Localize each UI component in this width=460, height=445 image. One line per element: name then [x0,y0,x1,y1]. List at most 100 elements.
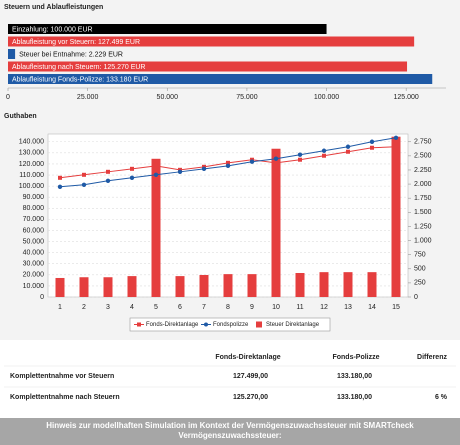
y-tick-label: 30.000 [23,261,45,268]
footer-note: Hinweis zur modellhaften Simulation im K… [0,418,460,445]
y-tick-label: 70.000 [23,216,45,223]
marker [81,182,87,187]
bar-label: Einzahlung: 100.000 EUR [12,26,93,33]
table-cell: 125.270,00 [233,394,268,401]
marker [393,135,399,140]
x-tick-label: 125.000 [394,94,419,101]
legend-label: Fondspolizze [213,322,249,328]
y-tick-label: 80.000 [23,205,45,212]
bar [8,36,415,47]
bar [343,272,353,297]
y-tick-label: 130.000 [19,150,44,157]
x-tick-label: 10 [272,304,280,311]
bar [247,274,257,297]
bar [127,276,137,297]
marker [321,148,327,153]
column-header: Fonds-Polizze [332,354,379,361]
bar [8,74,433,84]
x-tick-label: 13 [344,304,352,311]
y-tick-label: 140.000 [19,139,44,146]
plot-area [47,133,409,298]
x-tick-label: 1 [58,304,62,311]
x-tick-label: 50.000 [157,94,179,101]
x-tick-label: 3 [106,304,110,311]
y2-tick-label: 2.000 [414,181,432,188]
x-tick-label: 4 [130,304,134,311]
column-header: Fonds-Direktanlage [215,354,280,361]
x-tick-label: 15 [392,304,400,311]
y-tick-label: 100.000 [19,183,44,190]
marker [177,169,183,175]
y2-tick-label: 500 [414,266,426,273]
marker [130,166,134,171]
bar [223,274,233,297]
bar [295,273,305,297]
marker [394,144,398,149]
chart: Steuern und Ablaufleistungen Einzahlung: … [0,0,460,401]
bar-label: Steuer bei Entnahme: 2.229 EUR [19,51,123,58]
marker [58,175,62,180]
marker [201,166,207,172]
bar-label: Ablaufleistung nach Steuern: 125.270 EUR [12,64,145,71]
x-tick-label: 7 [202,304,206,311]
bar [199,274,209,297]
marker [369,139,375,144]
bar-label: Ablaufleistung vor Steuern: 127.499 EUR [12,39,140,46]
marker [226,160,230,165]
marker [322,153,326,158]
y-tick-label: 120.000 [19,161,44,168]
x-tick-label: 14 [368,304,376,311]
bar [391,136,401,297]
y2-tick-label: 1.000 [414,237,432,244]
x-tick-label: 9 [250,304,254,311]
marker [249,159,255,164]
y2-tick-label: 1.750 [414,195,432,202]
x-tick-label: 0 [6,94,10,101]
table-cell: 133.180,00 [337,373,372,380]
x-tick-label: 11 [296,304,303,311]
y2-tick-label: 250 [414,280,426,287]
x-tick-label: 12 [320,304,328,311]
marker [273,156,279,161]
bar [103,277,113,297]
y-tick-label: 90.000 [23,194,45,201]
bar [319,272,329,297]
chart-title: Guthaben [4,113,37,120]
marker [106,169,110,174]
marker [345,144,351,149]
x-tick-label: 100.000 [314,94,339,101]
marker [274,160,278,165]
y2-tick-label: 750 [414,251,426,258]
marker [57,184,63,189]
y2-tick-label: 2.250 [414,167,432,174]
marker [298,157,302,162]
marker [82,172,86,177]
y2-tick-label: 2.750 [414,139,432,146]
bar [271,148,281,297]
marker [225,163,231,169]
marker [346,149,350,154]
y-tick-label: 20.000 [23,272,45,279]
bar [175,276,185,297]
bar [55,277,65,297]
legend-swatch [204,322,208,327]
bar-label: Ablaufleistung Fonds-Polizze: 133.180 EU… [12,76,148,83]
legend-label: Fonds-Direktanlage [146,322,199,328]
marker [129,175,135,180]
y-tick-label: 40.000 [23,249,45,256]
marker [153,172,159,178]
table-cell: 127.499,00 [233,373,268,380]
y-tick-label: 10.000 [23,283,45,290]
x-tick-label: 75.000 [236,94,258,101]
x-tick-label: 6 [178,304,182,311]
marker [370,145,374,150]
bar [8,24,327,34]
y2-tick-label: 1.500 [414,209,432,216]
y-tick-label: 50.000 [23,238,45,245]
marker [297,152,303,157]
x-tick-label: 8 [226,304,230,311]
chart-title: Steuern und Ablaufleistungen [4,4,103,11]
column-header: Differenz [417,354,447,361]
table-cell: 6 % [435,394,448,401]
